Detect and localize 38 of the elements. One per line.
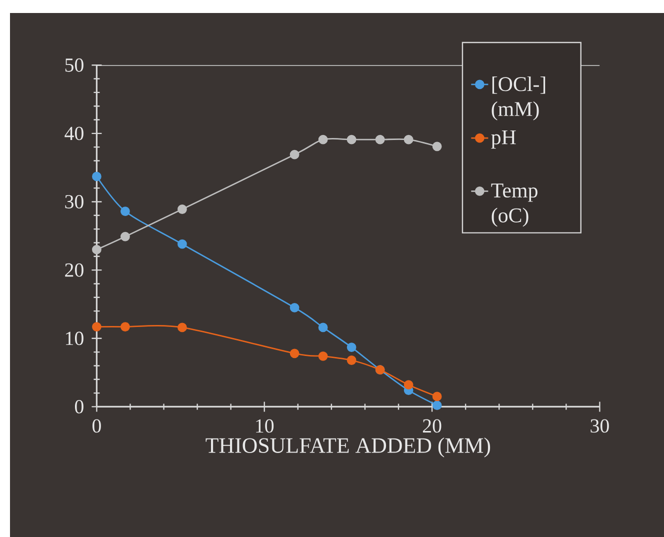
point	[92, 172, 102, 182]
point	[92, 244, 102, 254]
point	[346, 342, 356, 352]
x-tick-label: 20	[422, 419, 442, 433]
point	[432, 142, 442, 152]
point	[375, 134, 385, 144]
point	[318, 134, 328, 144]
point	[318, 322, 328, 332]
point	[120, 322, 130, 332]
y-tick-label: 30	[65, 195, 84, 208]
y-tick-label: 50	[65, 58, 84, 72]
point	[178, 204, 187, 214]
x-tick-label: 10	[256, 419, 274, 433]
point	[290, 302, 300, 312]
y-tick-label: 40	[64, 126, 84, 140]
point	[318, 351, 328, 361]
point	[290, 348, 300, 358]
point	[346, 356, 356, 365]
point	[290, 150, 300, 160]
point	[92, 322, 102, 332]
point	[120, 232, 130, 242]
point	[404, 134, 414, 144]
legend-label: pH	[491, 130, 516, 149]
y-tick-label: 20	[65, 263, 84, 277]
y-tick-label: 0	[74, 400, 84, 414]
legend-label: Temp (oC)	[491, 184, 538, 227]
point	[432, 392, 442, 402]
point	[120, 206, 130, 216]
legend-label: [OCl-] (mM)	[492, 76, 546, 120]
x-tick-label: 0	[92, 419, 101, 433]
point	[432, 400, 442, 410]
point	[346, 134, 356, 144]
y-tick-label: 10	[66, 332, 84, 346]
x-axis-title: THIOSULFATE ADDED (MM)	[206, 438, 490, 458]
point	[178, 239, 187, 249]
point	[404, 380, 414, 390]
point	[178, 322, 187, 332]
x-tick-label: 30	[590, 419, 609, 433]
